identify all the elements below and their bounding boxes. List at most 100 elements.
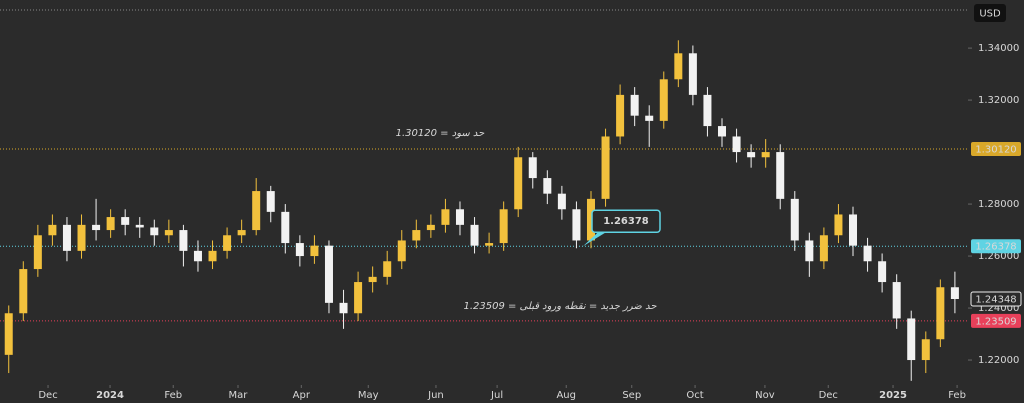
x-tick-label: Jul — [490, 390, 503, 401]
candle-body — [266, 191, 275, 212]
candle-body — [863, 245, 872, 262]
candle-body — [921, 339, 930, 361]
candle-body — [543, 178, 552, 194]
annotation: حد سود = 1.30120 — [396, 128, 486, 139]
candle-body — [106, 217, 115, 231]
candle-body — [237, 230, 246, 236]
price-tag — [971, 141, 1021, 156]
y-tick-label: 1.34000 — [978, 43, 1019, 54]
candle-body — [77, 224, 86, 251]
candle-body — [586, 198, 595, 241]
candle-body — [630, 94, 639, 116]
candle-body — [368, 276, 377, 283]
candle-body — [412, 230, 421, 241]
candle-body — [849, 214, 858, 246]
candle-body — [470, 224, 479, 246]
candle-body — [819, 235, 828, 262]
candle-body — [295, 243, 304, 257]
candle-body — [805, 240, 814, 262]
last-price-tag — [970, 291, 1022, 307]
currency-label: USD — [979, 9, 1001, 20]
candle-body — [645, 115, 654, 121]
candle-body — [383, 261, 392, 277]
candle-body — [193, 250, 202, 262]
y-tick-label: 1.24000 — [978, 303, 1019, 314]
candle-body — [717, 126, 726, 137]
callout-pointer — [583, 232, 606, 247]
y-tick-label: 1.22000 — [978, 355, 1019, 366]
candle-body — [892, 282, 901, 319]
candle-body — [426, 224, 435, 231]
candle-body — [150, 227, 159, 236]
x-tick-label: May — [358, 390, 379, 401]
candle-body — [164, 230, 173, 236]
candle-body — [747, 152, 756, 158]
candle-body — [310, 245, 319, 257]
candle-body — [878, 261, 887, 283]
x-tick-label: Nov — [755, 390, 775, 401]
candle-body — [455, 209, 464, 225]
x-tick-label: 2024 — [96, 390, 124, 401]
candle-body — [732, 136, 741, 153]
candle-body — [397, 240, 406, 262]
x-tick-label: Apr — [293, 390, 311, 401]
candle-body — [62, 224, 71, 251]
candle-body — [688, 53, 697, 95]
candle-body — [950, 287, 959, 300]
candle-body — [528, 157, 537, 179]
candle-body — [281, 211, 290, 244]
x-tick-label: Oct — [686, 390, 703, 401]
candle-body — [499, 209, 508, 244]
candle-body — [339, 302, 348, 314]
x-tick-label: Aug — [556, 390, 576, 401]
candle-body — [790, 198, 799, 241]
candle-body — [92, 224, 101, 231]
x-tick-label: Dec — [819, 390, 838, 401]
x-tick-label: Sep — [622, 390, 641, 401]
price-tag-label: 1.26378 — [975, 242, 1016, 253]
price-tag-label: 1.23509 — [975, 316, 1016, 327]
candle-body — [659, 79, 668, 121]
candle-body — [324, 245, 333, 303]
candle-body — [616, 94, 625, 137]
candle-body — [936, 287, 945, 340]
callout-label: 1.26378 — [603, 216, 649, 227]
candle-body — [121, 217, 130, 225]
candle-body — [354, 282, 363, 314]
y-tick-label: 1.26000 — [978, 251, 1019, 262]
candle-body — [776, 152, 785, 199]
candle-body — [703, 94, 712, 127]
candle-body — [514, 157, 523, 210]
candle-body — [441, 209, 450, 225]
candle-body — [179, 230, 188, 251]
candle-body — [252, 191, 261, 231]
y-tick-label: 1.28000 — [978, 199, 1019, 210]
x-tick-label: Mar — [229, 390, 249, 401]
price-tag-label: 1.30120 — [975, 144, 1016, 155]
candle-body — [208, 250, 217, 262]
currency-box — [974, 4, 1006, 22]
candle-body — [4, 313, 13, 355]
candle-body — [907, 318, 916, 361]
candle-body — [601, 136, 610, 199]
candle-body — [557, 193, 566, 210]
candle-body — [834, 214, 843, 236]
candle-body — [33, 235, 42, 270]
candle-body — [223, 235, 232, 251]
x-tick-label: Feb — [948, 390, 966, 401]
annotation: حد ضرر جدید = نقطه ورود قبلی = 1.23509 — [463, 301, 657, 312]
candle-body — [761, 152, 770, 158]
candle-body — [572, 209, 581, 241]
x-tick-label: Feb — [164, 390, 182, 401]
callout-box — [591, 209, 661, 233]
price-tag — [971, 313, 1021, 328]
last-price-label: 1.24348 — [975, 295, 1016, 306]
candle-body — [48, 224, 57, 236]
x-tick-label: Jun — [427, 390, 444, 401]
y-tick-label: 1.32000 — [978, 95, 1019, 106]
candle-body — [674, 53, 683, 80]
candle-body — [135, 224, 144, 228]
candle-body — [485, 243, 494, 246]
x-tick-label: Dec — [38, 390, 57, 401]
